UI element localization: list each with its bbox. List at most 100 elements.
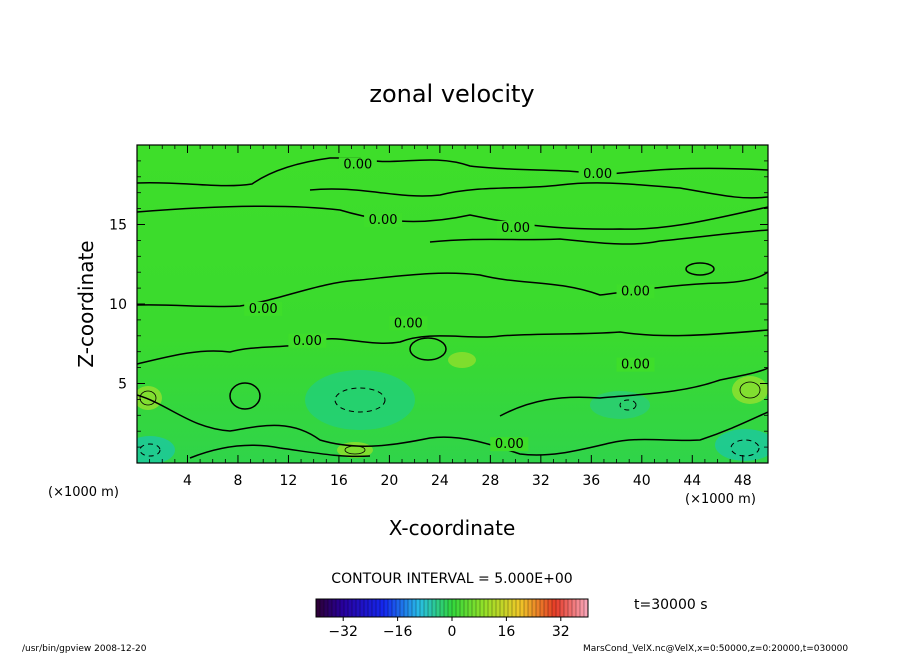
colorbar: −32 −16 0 16 32 — [315, 598, 589, 640]
colorbar-cell — [372, 599, 376, 617]
colorbar-tick-label: −16 — [383, 624, 413, 640]
colorbar-cell — [392, 599, 396, 617]
contour-label-bg — [578, 166, 617, 181]
footer-right: MarsCond_VelX.nc@VelX,x=0:50000,z=0:2000… — [583, 644, 848, 654]
contour-label-bg — [244, 301, 283, 316]
contour-label: 0.00 — [293, 334, 322, 349]
colorbar-cell — [376, 599, 380, 617]
colorbar-cell — [440, 599, 444, 617]
colorbar-cell — [524, 599, 528, 617]
plot-area: 0.00 0.00 0.00 0.00 0.00 0.00 0.00 0.00 0.00 0.00 — [137, 145, 768, 463]
contour-label-bg — [288, 333, 327, 348]
colorbar-tick-label: −32 — [328, 624, 358, 640]
colorbar-cell — [340, 599, 344, 617]
x-tick-label: 28 — [481, 473, 499, 489]
velocity-patch — [732, 376, 768, 404]
chart-title: zonal velocity — [369, 80, 534, 108]
colorbar-cell — [548, 599, 552, 617]
contour-label: 0.00 — [583, 167, 612, 182]
footer-left: /usr/bin/gpview 2008-12-20 — [22, 644, 147, 654]
contour-label-bg — [338, 157, 377, 172]
colorbar-tick-label: 16 — [497, 624, 515, 640]
velocity-patch — [137, 436, 175, 463]
colorbar-cell — [328, 599, 332, 617]
colorbar-cell — [568, 599, 572, 617]
colorbar-cell — [500, 599, 504, 617]
colorbar-cell — [352, 599, 356, 617]
x-axis-unit-right: (×1000 m) — [685, 492, 756, 507]
colorbar-cell — [552, 599, 556, 617]
colorbar-cell — [432, 599, 436, 617]
x-tick-label: 20 — [380, 473, 398, 489]
colorbar-cell — [360, 599, 364, 617]
colorbar-cell — [388, 599, 392, 617]
colorbar-cell — [452, 599, 456, 617]
colorbar-tick-label: 32 — [552, 624, 570, 640]
colorbar-cell — [544, 599, 548, 617]
colorbar-cell — [504, 599, 508, 617]
velocity-patch — [305, 370, 415, 430]
x-tick-label: 24 — [431, 473, 449, 489]
colorbar-cell — [492, 599, 496, 617]
colorbar-cell — [348, 599, 352, 617]
colorbar-cell — [456, 599, 460, 617]
colorbar-cell — [556, 599, 560, 617]
time-label: t=30000 s — [634, 597, 708, 613]
velocity-patch — [715, 429, 768, 461]
colorbar-cell — [488, 599, 492, 617]
contour-label: 0.00 — [394, 316, 423, 331]
colorbar-cell — [396, 599, 400, 617]
colorbar-cell — [532, 599, 536, 617]
x-axis: 4 8 12 16 20 24 28 32 36 40 44 48 — [149, 145, 756, 489]
contour-interval: CONTOUR INTERVAL = 5.000E+00 — [331, 571, 572, 587]
contour-label: 0.00 — [621, 284, 650, 299]
x-axis-unit-left: (×1000 m) — [48, 485, 119, 500]
colorbar-cell — [464, 599, 468, 617]
colorbar-cell — [368, 599, 372, 617]
contour-label-bg — [490, 437, 529, 452]
contour-label-bg — [389, 316, 428, 331]
colorbar-cell — [536, 599, 540, 617]
x-tick-label: 12 — [280, 473, 298, 489]
colorbar-cell — [408, 599, 412, 617]
x-tick-label: 40 — [633, 473, 651, 489]
positive-contours — [139, 381, 761, 455]
colorbar-cell — [404, 599, 408, 617]
contour-label: 0.00 — [369, 213, 398, 228]
velocity-patch — [137, 386, 162, 410]
x-tick-label: 44 — [683, 473, 701, 489]
contour-label: 0.00 — [501, 221, 530, 236]
x-tick-label: 4 — [183, 473, 192, 489]
velocity-patch — [448, 352, 476, 368]
colorbar-cell — [484, 599, 488, 617]
colorbar-cell — [560, 599, 564, 617]
colorbar-cell — [356, 599, 360, 617]
colorbar-cell — [572, 599, 576, 617]
y-tick-label: 10 — [109, 297, 127, 313]
colorbar-cell — [528, 599, 532, 617]
colorbar-cell — [324, 599, 328, 617]
colorbar-cell — [460, 599, 464, 617]
contour-label-bg — [496, 220, 535, 235]
x-tick-label: 32 — [532, 473, 550, 489]
colorbar-cell — [476, 599, 480, 617]
colorbar-cell — [472, 599, 476, 617]
x-tick-label: 8 — [233, 473, 242, 489]
x-tick-label: 48 — [734, 473, 752, 489]
colorbar-cell — [576, 599, 580, 617]
contour-label-bg — [616, 357, 655, 372]
contour-label: 0.00 — [249, 302, 278, 317]
colorbar-cell — [400, 599, 404, 617]
colorbar-cell — [516, 599, 520, 617]
contour-label: 0.00 — [495, 437, 524, 452]
x-axis-label: X-coordinate — [389, 516, 516, 540]
zero-contours — [137, 157, 768, 459]
colorbar-cell — [584, 599, 588, 617]
colorbar-tick-label: 0 — [448, 624, 457, 640]
negative-contours — [139, 387, 760, 457]
contour-label-bg — [364, 212, 403, 227]
x-tick-label: 36 — [582, 473, 600, 489]
x-tick-label: 16 — [330, 473, 348, 489]
contour-labels: 0.00 0.00 0.00 0.00 0.00 0.00 0.00 0.00 0.00 0.00 — [244, 157, 655, 452]
velocity-field — [137, 145, 768, 463]
